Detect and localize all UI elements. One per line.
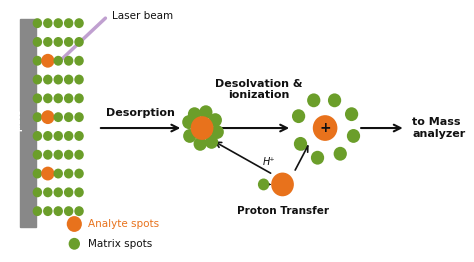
Bar xyxy=(20,19,36,227)
Circle shape xyxy=(33,93,42,103)
Circle shape xyxy=(313,115,337,141)
Circle shape xyxy=(294,137,307,151)
Circle shape xyxy=(205,135,218,149)
Circle shape xyxy=(193,137,207,151)
Circle shape xyxy=(33,169,42,178)
Circle shape xyxy=(33,56,42,66)
Circle shape xyxy=(64,131,73,141)
Circle shape xyxy=(74,75,84,85)
Circle shape xyxy=(334,147,347,161)
Circle shape xyxy=(74,18,84,28)
Circle shape xyxy=(33,206,42,216)
Circle shape xyxy=(33,131,42,141)
Circle shape xyxy=(183,129,196,143)
Circle shape xyxy=(43,131,53,141)
Circle shape xyxy=(188,107,201,121)
Circle shape xyxy=(345,107,358,121)
Circle shape xyxy=(64,187,73,197)
Circle shape xyxy=(33,18,42,28)
Circle shape xyxy=(64,56,73,66)
Circle shape xyxy=(64,112,73,122)
Circle shape xyxy=(54,131,63,141)
Circle shape xyxy=(328,93,341,107)
Circle shape xyxy=(210,125,224,139)
Circle shape xyxy=(311,151,324,165)
Circle shape xyxy=(54,75,63,85)
Circle shape xyxy=(54,112,63,122)
Circle shape xyxy=(74,187,84,197)
Circle shape xyxy=(43,37,53,47)
Circle shape xyxy=(347,129,360,143)
Circle shape xyxy=(41,167,55,181)
Circle shape xyxy=(33,75,42,85)
Text: Proton Transfer: Proton Transfer xyxy=(237,206,328,216)
Text: Analyte spots: Analyte spots xyxy=(88,219,159,229)
Text: Desorption: Desorption xyxy=(106,108,175,118)
Circle shape xyxy=(191,116,213,140)
Circle shape xyxy=(54,150,63,160)
Circle shape xyxy=(209,113,222,127)
Circle shape xyxy=(41,110,55,124)
Circle shape xyxy=(292,109,305,123)
Circle shape xyxy=(41,54,55,68)
Circle shape xyxy=(64,169,73,178)
Circle shape xyxy=(74,206,84,216)
Circle shape xyxy=(33,150,42,160)
Circle shape xyxy=(43,187,53,197)
Circle shape xyxy=(64,75,73,85)
Circle shape xyxy=(271,173,294,196)
Circle shape xyxy=(199,105,212,119)
Circle shape xyxy=(43,93,53,103)
Circle shape xyxy=(182,115,195,129)
Circle shape xyxy=(258,178,269,190)
Circle shape xyxy=(43,75,53,85)
Circle shape xyxy=(74,131,84,141)
Circle shape xyxy=(64,206,73,216)
Circle shape xyxy=(69,238,80,250)
Circle shape xyxy=(64,18,73,28)
Circle shape xyxy=(74,169,84,178)
Circle shape xyxy=(43,206,53,216)
Circle shape xyxy=(43,150,53,160)
Circle shape xyxy=(64,150,73,160)
Circle shape xyxy=(54,206,63,216)
Circle shape xyxy=(33,37,42,47)
Circle shape xyxy=(54,187,63,197)
Circle shape xyxy=(64,37,73,47)
Text: Target
plate: Target plate xyxy=(3,106,22,134)
Circle shape xyxy=(74,93,84,103)
Circle shape xyxy=(74,37,84,47)
Text: Laser beam: Laser beam xyxy=(112,11,173,21)
Text: to Mass
analyzer: to Mass analyzer xyxy=(412,117,465,139)
Circle shape xyxy=(43,18,53,28)
Circle shape xyxy=(74,150,84,160)
Circle shape xyxy=(33,112,42,122)
Circle shape xyxy=(74,56,84,66)
Circle shape xyxy=(64,93,73,103)
Text: +: + xyxy=(319,121,331,135)
Circle shape xyxy=(54,93,63,103)
Text: Matrix spots: Matrix spots xyxy=(88,239,152,249)
Circle shape xyxy=(74,112,84,122)
Circle shape xyxy=(33,187,42,197)
Circle shape xyxy=(67,216,82,232)
Text: Desolvation &
ionization: Desolvation & ionization xyxy=(215,79,302,100)
Circle shape xyxy=(54,18,63,28)
Circle shape xyxy=(307,93,320,107)
Text: H⁺: H⁺ xyxy=(263,157,275,167)
Circle shape xyxy=(54,37,63,47)
Circle shape xyxy=(54,169,63,178)
Circle shape xyxy=(54,56,63,66)
